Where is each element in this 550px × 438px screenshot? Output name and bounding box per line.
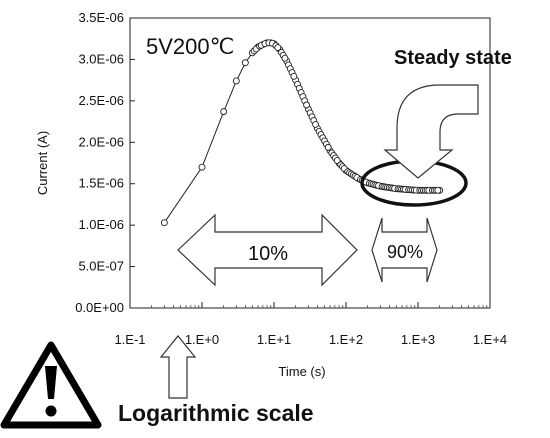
plot-area-frame xyxy=(129,17,491,309)
steady-state-label: Steady state xyxy=(394,47,512,69)
data-point xyxy=(333,157,341,164)
y-tick-label: 5.0E-07 xyxy=(78,259,124,274)
y-tick-label: 1.0E-06 xyxy=(78,217,124,232)
steady-state-callout-arrow xyxy=(383,84,479,179)
transient-region-arrow xyxy=(177,213,358,287)
data-point xyxy=(241,59,249,67)
x-axis-ticks: 1.E-1 1.E+0 1.E+1 1.E+2 1.E+3 1.E+4 xyxy=(114,302,507,347)
data-point xyxy=(232,77,240,85)
data-point xyxy=(281,54,289,62)
steady-region-arrow xyxy=(371,217,438,283)
condition-label: 5V200℃ xyxy=(146,34,234,59)
data-point xyxy=(434,186,442,194)
steady-percent-label: 90% xyxy=(387,242,423,262)
x-tick-label: 1.E+4 xyxy=(473,332,507,347)
x-tick-label: 1.E+0 xyxy=(185,332,219,347)
data-point xyxy=(274,44,282,52)
data-point xyxy=(198,163,206,171)
warning-icon xyxy=(0,341,102,429)
x-tick-label: 1.E+1 xyxy=(257,332,291,347)
x-axis-title: Time (s) xyxy=(278,364,325,379)
data-point xyxy=(303,101,310,109)
log-axis-pointer-arrow xyxy=(159,335,197,399)
y-tick-label: 0.0E+00 xyxy=(75,300,124,315)
data-point xyxy=(324,143,332,151)
y-tick-label: 3.5E-06 xyxy=(78,10,124,25)
transient-percent-label: 10% xyxy=(248,243,288,265)
y-tick-label: 1.5E-06 xyxy=(78,176,124,191)
data-point xyxy=(160,219,168,227)
logarithmic-scale-label: Logarithmic scale xyxy=(118,400,314,426)
data-point xyxy=(290,72,298,80)
current-series xyxy=(160,39,444,227)
y-axis-ticks: 0.0E+00 5.0E-07 1.0E-06 1.5E-06 2.0E-06 2.5E-… xyxy=(75,10,135,315)
y-tick-label: 2.5E-06 xyxy=(78,93,124,108)
y-axis-title: Current (A) xyxy=(35,131,50,195)
x-tick-label: 1.E-1 xyxy=(114,332,145,347)
y-tick-label: 2.0E-06 xyxy=(78,134,124,149)
x-tick-label: 1.E+2 xyxy=(329,332,363,347)
data-point xyxy=(312,120,319,128)
y-tick-label: 3.0E-06 xyxy=(78,51,124,66)
x-tick-label: 1.E+3 xyxy=(401,332,435,347)
data-point xyxy=(220,108,228,116)
